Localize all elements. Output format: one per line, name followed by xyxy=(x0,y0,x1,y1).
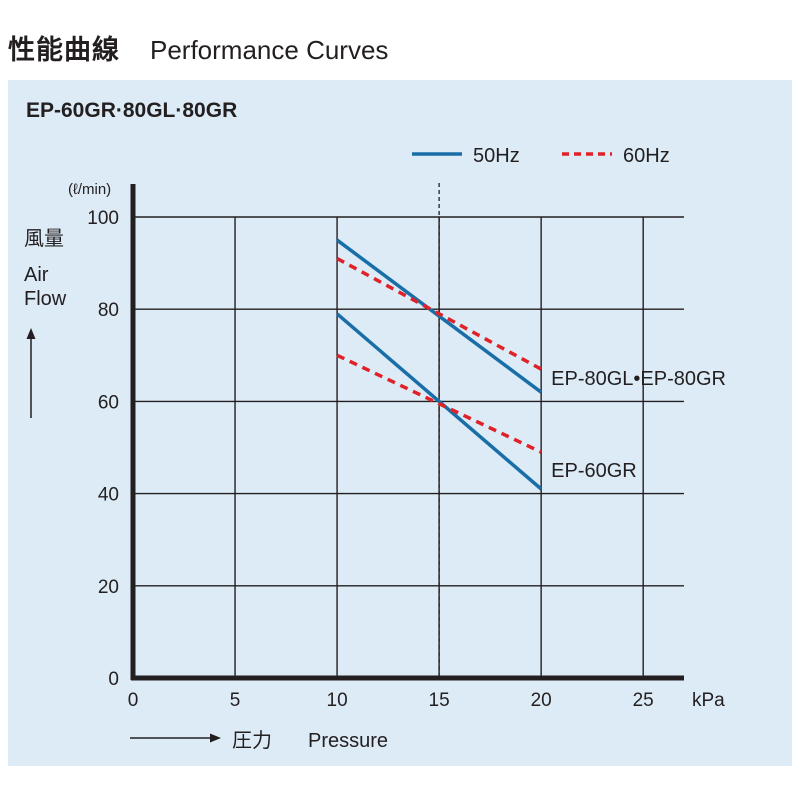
legend-50hz-label: 50Hz xyxy=(473,145,520,167)
title-jp: 性能曲線 xyxy=(8,35,120,66)
chart-panel xyxy=(8,80,792,766)
x-tick-label: 25 xyxy=(633,690,654,711)
y-tick-label: 60 xyxy=(98,392,119,413)
annotation-model-label: EP-80GL•EP-80GR xyxy=(551,368,726,390)
x-arrow-head-icon xyxy=(210,733,221,743)
y-tick-label: 0 xyxy=(108,669,119,690)
series-line-ep-60gr-50hz xyxy=(335,312,543,491)
chart-title: EP-60GR·80GL·80GR xyxy=(26,99,237,122)
x-tick-label: 20 xyxy=(531,690,552,711)
series-line-ep-80gl-ep-80gr-60hz xyxy=(336,256,542,371)
x-tick-label: 0 xyxy=(128,690,139,711)
title-en: Performance Curves xyxy=(150,35,389,65)
x-tick-label: 10 xyxy=(327,690,348,711)
series-line-ep-60gr-60hz xyxy=(336,353,542,454)
y-label-jp: 風量 xyxy=(24,228,64,250)
y-tick-label: 80 xyxy=(98,300,119,321)
y-tick-label: 100 xyxy=(87,208,119,229)
x-label-en: Pressure xyxy=(308,730,388,752)
series-line-ep-80gl-ep-80gr-50hz xyxy=(336,238,543,394)
x-label-jp: 圧力 xyxy=(232,729,272,752)
annotation-model-label: EP-60GR xyxy=(551,460,637,482)
x-tick-label: 15 xyxy=(429,690,450,711)
page-header: 性能曲線 Performance Curves xyxy=(8,28,388,78)
y-tick-label: 20 xyxy=(98,577,119,598)
y-label-en-air: Air xyxy=(24,264,49,286)
y-arrow-head-icon xyxy=(26,328,36,339)
legend-60hz-label: 60Hz xyxy=(623,145,670,167)
x-unit-label: kPa xyxy=(692,690,725,711)
y-label-en-flow: Flow xyxy=(24,288,67,310)
x-tick-label: 5 xyxy=(230,690,241,711)
y-tick-label: 40 xyxy=(98,485,119,506)
y-unit-label: (ℓ/min) xyxy=(68,181,111,198)
